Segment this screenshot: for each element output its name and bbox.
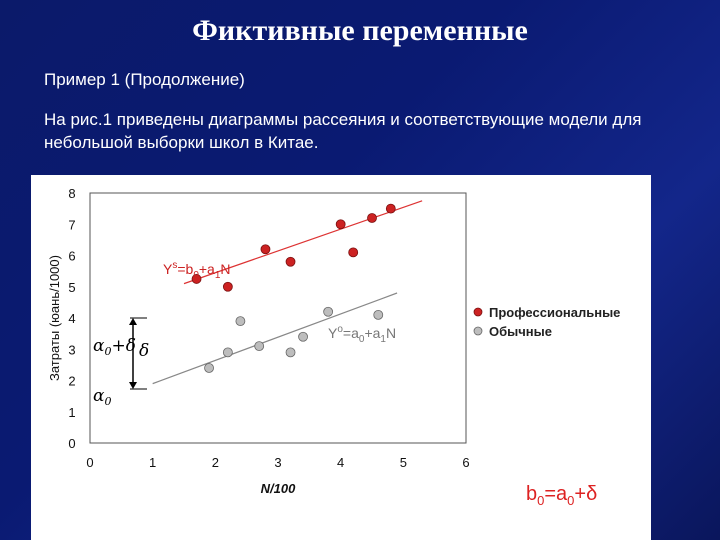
example-subtitle: Пример 1 (Продолжение)	[44, 70, 245, 89]
x-tick-label: 6	[462, 455, 469, 470]
y-tick-label: 7	[68, 217, 75, 232]
professional-point	[191, 274, 202, 284]
professional-regression-line	[183, 200, 423, 285]
y-axis-label: Затраты (юань/1000)	[47, 255, 62, 381]
delta-formula: b0=a0+δ	[526, 483, 597, 508]
x-axis-label: N/100	[261, 481, 296, 496]
professional-equation: Ys=b0+a1N	[163, 260, 231, 281]
professional-point	[385, 203, 396, 214]
y-tick-label: 0	[68, 436, 75, 451]
x-tick-label: 4	[337, 455, 344, 470]
delta-label: δ	[139, 341, 149, 361]
professional-point	[260, 244, 271, 255]
y-tick-label: 6	[68, 249, 75, 264]
x-tick-label: 5	[400, 455, 407, 470]
regular-point	[373, 309, 384, 320]
legend-marker-professional	[473, 307, 483, 317]
regular-equation: Yo=a0+a1N	[328, 324, 396, 345]
y-tick-label: 3	[68, 342, 75, 357]
x-tick-label: 1	[149, 455, 156, 470]
slide-title: Фиктивные переменные	[192, 14, 528, 47]
chart-panel: 0 1 2 3 4 5 6 0 1 2 3 4 5 6 7 8 N/100 Затраты (юань/1000)…	[31, 175, 651, 540]
legend-marker-regular	[473, 326, 483, 336]
regular-regression-line	[152, 292, 398, 385]
regression-lines	[152, 200, 423, 385]
regular-point	[222, 347, 233, 358]
chart-legend: Профессиональные Обычные	[473, 305, 620, 339]
professional-point	[367, 213, 377, 223]
data-points	[191, 203, 396, 373]
professional-point	[348, 247, 359, 258]
y-tick-label: 1	[68, 405, 75, 420]
regular-point	[204, 363, 214, 373]
description-text: На рис.1 приведены диаграммы рассеяния и…	[44, 110, 642, 152]
x-tick-label: 3	[274, 455, 281, 470]
regular-point	[235, 316, 246, 327]
y-tick-label: 5	[68, 280, 75, 295]
plot-frame	[89, 192, 467, 444]
professional-point	[285, 256, 296, 267]
professional-point	[222, 281, 233, 292]
alpha0-label: α0	[93, 386, 111, 408]
delta-arrow	[129, 317, 147, 390]
alpha-delta-label: α0+δ	[93, 336, 136, 358]
delta-arrow-head-bottom	[129, 382, 137, 389]
legend-label-professional: Профессиональные	[489, 305, 620, 320]
professional-point	[335, 219, 346, 230]
regular-point	[298, 331, 308, 342]
legend-label-regular: Обычные	[489, 324, 552, 339]
delta-arrow-head-top	[129, 318, 137, 325]
regular-point	[285, 347, 296, 358]
regular-point	[254, 341, 265, 352]
x-tick-label: 0	[86, 455, 93, 470]
scatter-chart: 0 1 2 3 4 5 6 0 1 2 3 4 5 6 7 8 N/100 Затраты (юань/1000)…	[47, 186, 620, 508]
x-tick-label: 2	[212, 455, 219, 470]
regular-point	[323, 306, 334, 317]
chart-axes: 0 1 2 3 4 5 6 0 1 2 3 4 5 6 7 8 N/100 Затраты (юань/1000)	[47, 186, 470, 496]
y-tick-label: 8	[68, 186, 75, 201]
y-tick-label: 4	[68, 311, 75, 326]
y-tick-label: 2	[68, 374, 75, 389]
